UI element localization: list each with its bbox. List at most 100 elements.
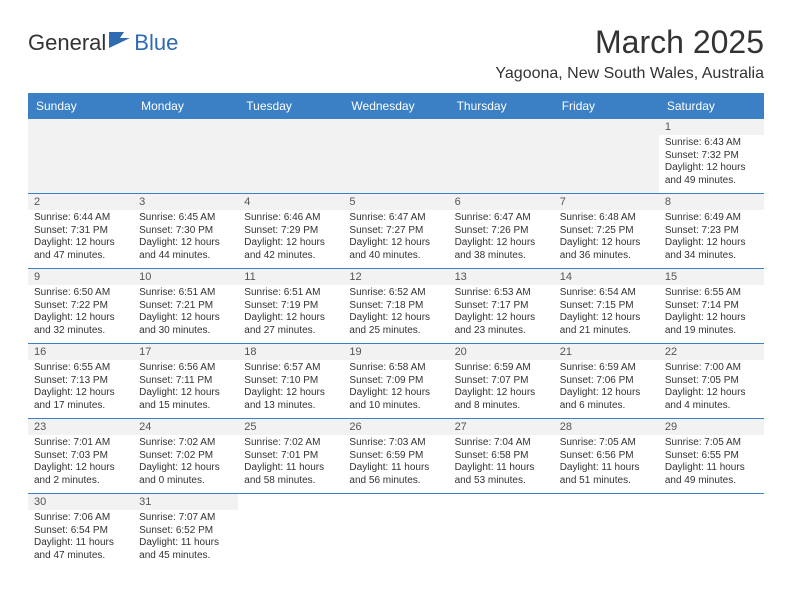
day-info: Sunrise: 6:55 AMSunset: 7:13 PMDaylight:…	[34, 362, 127, 412]
calendar-day-cell	[343, 494, 448, 569]
calendar-day-cell: 31Sunrise: 7:07 AMSunset: 6:52 PMDayligh…	[133, 494, 238, 569]
day-number: 3	[133, 194, 238, 210]
day-header: Wednesday	[343, 93, 448, 119]
logo-text-1: General	[28, 30, 106, 56]
day-header: Thursday	[449, 93, 554, 119]
calendar-day-cell	[554, 119, 659, 194]
day-header: Friday	[554, 93, 659, 119]
calendar-day-cell: 10Sunrise: 6:51 AMSunset: 7:21 PMDayligh…	[133, 269, 238, 344]
day-header: Monday	[133, 93, 238, 119]
day-number: 4	[238, 194, 343, 210]
day-header: Tuesday	[238, 93, 343, 119]
day-number: 17	[133, 344, 238, 360]
day-info: Sunrise: 6:54 AMSunset: 7:15 PMDaylight:…	[560, 287, 653, 337]
day-number: 21	[554, 344, 659, 360]
calendar-day-cell: 1 Sunrise: 6:43 AMSunset: 7:32 PMDaylight…	[659, 119, 764, 194]
calendar-day-cell: 28Sunrise: 7:05 AMSunset: 6:56 PMDayligh…	[554, 419, 659, 494]
calendar-day-cell: 29Sunrise: 7:05 AMSunset: 6:55 PMDayligh…	[659, 419, 764, 494]
calendar-day-cell	[554, 494, 659, 569]
day-info: Sunrise: 6:53 AMSunset: 7:17 PMDaylight:…	[455, 287, 548, 337]
calendar-day-cell: 3 Sunrise: 6:45 AMSunset: 7:30 PMDaylight…	[133, 194, 238, 269]
day-info: Sunrise: 7:05 AMSunset: 6:56 PMDaylight:…	[560, 437, 653, 487]
day-number: 27	[449, 419, 554, 435]
day-header-row: Sunday Monday Tuesday Wednesday Thursday…	[28, 93, 764, 119]
day-info: Sunrise: 7:06 AMSunset: 6:54 PMDaylight:…	[34, 512, 127, 562]
day-number: 30	[28, 494, 133, 510]
day-header: Sunday	[28, 93, 133, 119]
day-info: Sunrise: 7:03 AMSunset: 6:59 PMDaylight:…	[349, 437, 442, 487]
calendar-week-row: 16 Sunrise: 6:55 AMSunset: 7:13 PMDayligh…	[28, 344, 764, 419]
day-info: Sunrise: 6:47 AMSunset: 7:27 PMDaylight:…	[349, 212, 442, 262]
calendar-day-cell: 6Sunrise: 6:47 AMSunset: 7:26 PMDaylight…	[449, 194, 554, 269]
calendar-day-cell: 20 Sunrise: 6:59 AMSunset: 7:07 PMDayligh…	[449, 344, 554, 419]
calendar-day-cell	[133, 119, 238, 194]
day-header: Saturday	[659, 93, 764, 119]
day-info: Sunrise: 6:43 AMSunset: 7:32 PMDaylight:…	[665, 137, 758, 187]
calendar-day-cell: 7 Sunrise: 6:48 AMSunset: 7:25 PMDaylight…	[554, 194, 659, 269]
day-number: 12	[343, 269, 448, 285]
day-number: 26	[343, 419, 448, 435]
calendar-day-cell: 27 Sunrise: 7:04 AMSunset: 6:58 PMDayligh…	[449, 419, 554, 494]
calendar-day-cell: 9 Sunrise: 6:50 AMSunset: 7:22 PMDaylight…	[28, 269, 133, 344]
day-number: 19	[343, 344, 448, 360]
calendar-day-cell: 22Sunrise: 7:00 AMSunset: 7:05 PMDayligh…	[659, 344, 764, 419]
day-info: Sunrise: 6:48 AMSunset: 7:25 PMDaylight:…	[560, 212, 653, 262]
calendar-day-cell: 15Sunrise: 6:55 AMSunset: 7:14 PMDayligh…	[659, 269, 764, 344]
calendar-week-row: 1 Sunrise: 6:43 AMSunset: 7:32 PMDaylight…	[28, 119, 764, 194]
day-number: 16	[28, 344, 133, 360]
title-block: March 2025 Yagoona, New South Wales, Aus…	[495, 24, 764, 83]
day-info: Sunrise: 7:02 AMSunset: 7:02 PMDaylight:…	[139, 437, 232, 487]
calendar-day-cell: 18Sunrise: 6:57 AMSunset: 7:10 PMDayligh…	[238, 344, 343, 419]
calendar-day-cell: 30 Sunrise: 7:06 AMSunset: 6:54 PMDayligh…	[28, 494, 133, 569]
calendar-day-cell: 14 Sunrise: 6:54 AMSunset: 7:15 PMDayligh…	[554, 269, 659, 344]
calendar-day-cell: 23Sunrise: 7:01 AMSunset: 7:03 PMDayligh…	[28, 419, 133, 494]
day-number: 7	[554, 194, 659, 210]
day-info: Sunrise: 6:46 AMSunset: 7:29 PMDaylight:…	[244, 212, 337, 262]
day-info: Sunrise: 6:59 AMSunset: 7:07 PMDaylight:…	[455, 362, 548, 412]
calendar-day-cell: 21Sunrise: 6:59 AMSunset: 7:06 PMDayligh…	[554, 344, 659, 419]
day-info: Sunrise: 6:45 AMSunset: 7:30 PMDaylight:…	[139, 212, 232, 262]
calendar-table: Sunday Monday Tuesday Wednesday Thursday…	[28, 93, 764, 568]
day-number: 2	[28, 194, 133, 210]
day-info: Sunrise: 6:50 AMSunset: 7:22 PMDaylight:…	[34, 287, 127, 337]
day-info: Sunrise: 7:04 AMSunset: 6:58 PMDaylight:…	[455, 437, 548, 487]
calendar-day-cell: 26 Sunrise: 7:03 AMSunset: 6:59 PMDayligh…	[343, 419, 448, 494]
calendar-week-row: 23Sunrise: 7:01 AMSunset: 7:03 PMDayligh…	[28, 419, 764, 494]
day-number: 25	[238, 419, 343, 435]
day-info: Sunrise: 6:44 AMSunset: 7:31 PMDaylight:…	[34, 212, 127, 262]
day-number: 1	[659, 119, 764, 135]
calendar-day-cell: 12Sunrise: 6:52 AMSunset: 7:18 PMDayligh…	[343, 269, 448, 344]
day-info: Sunrise: 7:01 AMSunset: 7:03 PMDaylight:…	[34, 437, 127, 487]
day-number: 14	[554, 269, 659, 285]
page-title: March 2025	[495, 24, 764, 61]
day-number: 24	[133, 419, 238, 435]
day-info: Sunrise: 6:49 AMSunset: 7:23 PMDaylight:…	[665, 212, 758, 262]
calendar-week-row: 30 Sunrise: 7:06 AMSunset: 6:54 PMDayligh…	[28, 494, 764, 569]
calendar-day-cell: 16 Sunrise: 6:55 AMSunset: 7:13 PMDayligh…	[28, 344, 133, 419]
day-info: Sunrise: 6:58 AMSunset: 7:09 PMDaylight:…	[349, 362, 442, 412]
calendar-day-cell	[238, 494, 343, 569]
calendar-day-cell: 8Sunrise: 6:49 AMSunset: 7:23 PMDaylight…	[659, 194, 764, 269]
location: Yagoona, New South Wales, Australia	[495, 65, 764, 83]
calendar-day-cell: 25 Sunrise: 7:02 AMSunset: 7:01 PMDayligh…	[238, 419, 343, 494]
day-info: Sunrise: 6:51 AMSunset: 7:21 PMDaylight:…	[139, 287, 232, 337]
day-info: Sunrise: 7:02 AMSunset: 7:01 PMDaylight:…	[244, 437, 337, 487]
day-number: 20	[449, 344, 554, 360]
calendar-day-cell	[28, 119, 133, 194]
logo: General Blue	[28, 30, 178, 56]
calendar-day-cell	[449, 494, 554, 569]
calendar-day-cell: 2 Sunrise: 6:44 AMSunset: 7:31 PMDaylight…	[28, 194, 133, 269]
day-number: 9	[28, 269, 133, 285]
header: General Blue March 2025 Yagoona, New Sou…	[28, 24, 764, 83]
calendar-day-cell: 13Sunrise: 6:53 AMSunset: 7:17 PMDayligh…	[449, 269, 554, 344]
day-info: Sunrise: 7:07 AMSunset: 6:52 PMDaylight:…	[139, 512, 232, 562]
calendar-day-cell: 17 Sunrise: 6:56 AMSunset: 7:11 PMDayligh…	[133, 344, 238, 419]
calendar-day-cell: 11Sunrise: 6:51 AMSunset: 7:19 PMDayligh…	[238, 269, 343, 344]
day-info: Sunrise: 7:05 AMSunset: 6:55 PMDaylight:…	[665, 437, 758, 487]
day-number: 11	[238, 269, 343, 285]
calendar-day-cell	[238, 119, 343, 194]
calendar-day-cell: 4 Sunrise: 6:46 AMSunset: 7:29 PMDaylight…	[238, 194, 343, 269]
day-info: Sunrise: 6:56 AMSunset: 7:11 PMDaylight:…	[139, 362, 232, 412]
calendar-day-cell: 5Sunrise: 6:47 AMSunset: 7:27 PMDaylight…	[343, 194, 448, 269]
day-info: Sunrise: 6:55 AMSunset: 7:14 PMDaylight:…	[665, 287, 758, 337]
